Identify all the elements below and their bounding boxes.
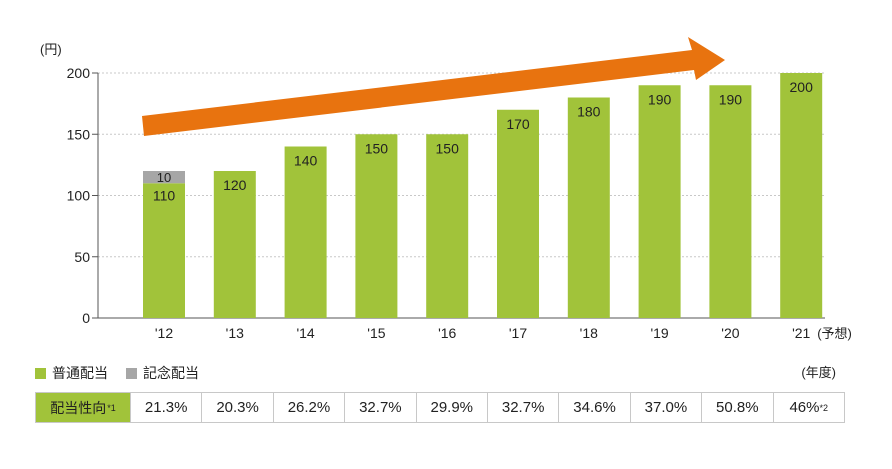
payout-ratio-header-label: 配当性向 [50,399,107,416]
payout-ratio-value: 21.3% [144,399,188,416]
payout-ratio-cell: 46% *2 [773,392,845,423]
data-label-ordinary: 120 [223,177,247,193]
payout-ratio-value: 46% [789,399,820,416]
bar-ordinary [497,109,539,318]
data-label-commemorative: 10 [157,170,171,185]
x-tick-label: '16 [438,325,456,341]
payout-ratio-value: 26.2% [287,399,331,416]
payout-ratio-header: 配当性向 *1 [35,392,131,423]
data-label-ordinary: 150 [436,140,460,156]
data-label-ordinary: 140 [294,153,318,169]
data-label-ordinary: 110 [153,187,176,203]
bar-ordinary [426,134,469,318]
forecast-label: (予想) [817,326,852,341]
data-label-ordinary: 190 [648,91,672,107]
legend-item-ordinary: 普通配当 [35,363,108,383]
payout-ratio-cell: 37.0% [630,392,703,423]
bar-ordinary [284,146,327,318]
payout-ratio-cell: 50.8% [702,392,774,423]
data-label-ordinary: 150 [365,140,389,156]
payout-ratio-cell: 20.3% [202,392,274,423]
payout-ratio-value: 32.7% [501,399,545,416]
x-tick-label: '21 [792,325,810,341]
trend-arrow [142,37,725,136]
payout-ratio-cell: 21.3% [131,392,203,423]
legend-label-commemorative: 記念配当 [143,365,199,381]
y-tick-label: 200 [67,65,91,81]
payout-ratio-cell: 29.9% [416,392,488,423]
bar-ordinary [355,134,398,318]
chart-legend: 普通配当 記念配当 [35,364,217,382]
y-tick-label: 50 [74,249,90,265]
x-tick-label: '13 [226,325,244,341]
y-axis-unit: (円) [40,42,62,57]
data-label-ordinary: 170 [506,116,530,132]
payout-ratio-cell: 26.2% [273,392,346,423]
y-tick-label: 100 [67,188,91,204]
payout-ratio-table: 配当性向 *1 21.3% 20.3% 26.2% 32.7% 29.9% 32.… [35,392,845,423]
x-tick-label: '18 [580,325,598,341]
bar-ordinary [709,85,752,318]
payout-ratio-value: 29.9% [430,399,474,416]
payout-ratio-value: 50.8% [716,399,759,416]
legend-item-commemorative: 記念配当 [126,363,199,383]
x-tick-label: '17 [509,325,527,341]
bar-ordinary [213,171,256,318]
data-label-ordinary: 200 [790,79,814,95]
bar-ordinary [780,73,823,318]
legend-swatch-ordinary [35,367,46,379]
legend-label-ordinary: 普通配当 [52,365,108,381]
data-label-ordinary: 190 [719,91,743,107]
bar-commemorative [143,171,185,184]
y-tick-label: 0 [82,310,90,326]
legend-swatch-commemorative [126,367,137,379]
data-label-ordinary: 180 [577,104,601,120]
payout-ratio-value: 37.0% [644,399,688,416]
y-tick-label: 150 [67,126,91,142]
payout-ratio-value: 20.3% [216,399,259,416]
payout-ratio-value: 34.6% [573,399,616,416]
x-tick-label: '19 [650,325,668,341]
bar-ordinary [638,85,681,318]
bar-ordinary [143,183,185,318]
x-tick-label: '12 [155,325,173,341]
x-axis-unit: (年度) [801,365,836,380]
payout-ratio-value: 32.7% [359,399,402,416]
x-tick-label: '15 [367,325,385,341]
payout-ratio-header-note: *1 [107,402,116,413]
payout-ratio-cell: 34.6% [559,392,631,423]
payout-ratio-last-note: *2 [819,402,828,413]
dividend-bar-chart: (円) 0 50 100 150 200 10 110 '12 120 '13 140 '14 150 '1… [40,37,852,341]
x-tick-label: '20 [721,325,739,341]
payout-ratio-cell: 32.7% [345,392,417,423]
x-tick-label: '14 [296,325,314,341]
bar-ordinary [567,97,610,318]
payout-ratio-cell: 32.7% [487,392,560,423]
